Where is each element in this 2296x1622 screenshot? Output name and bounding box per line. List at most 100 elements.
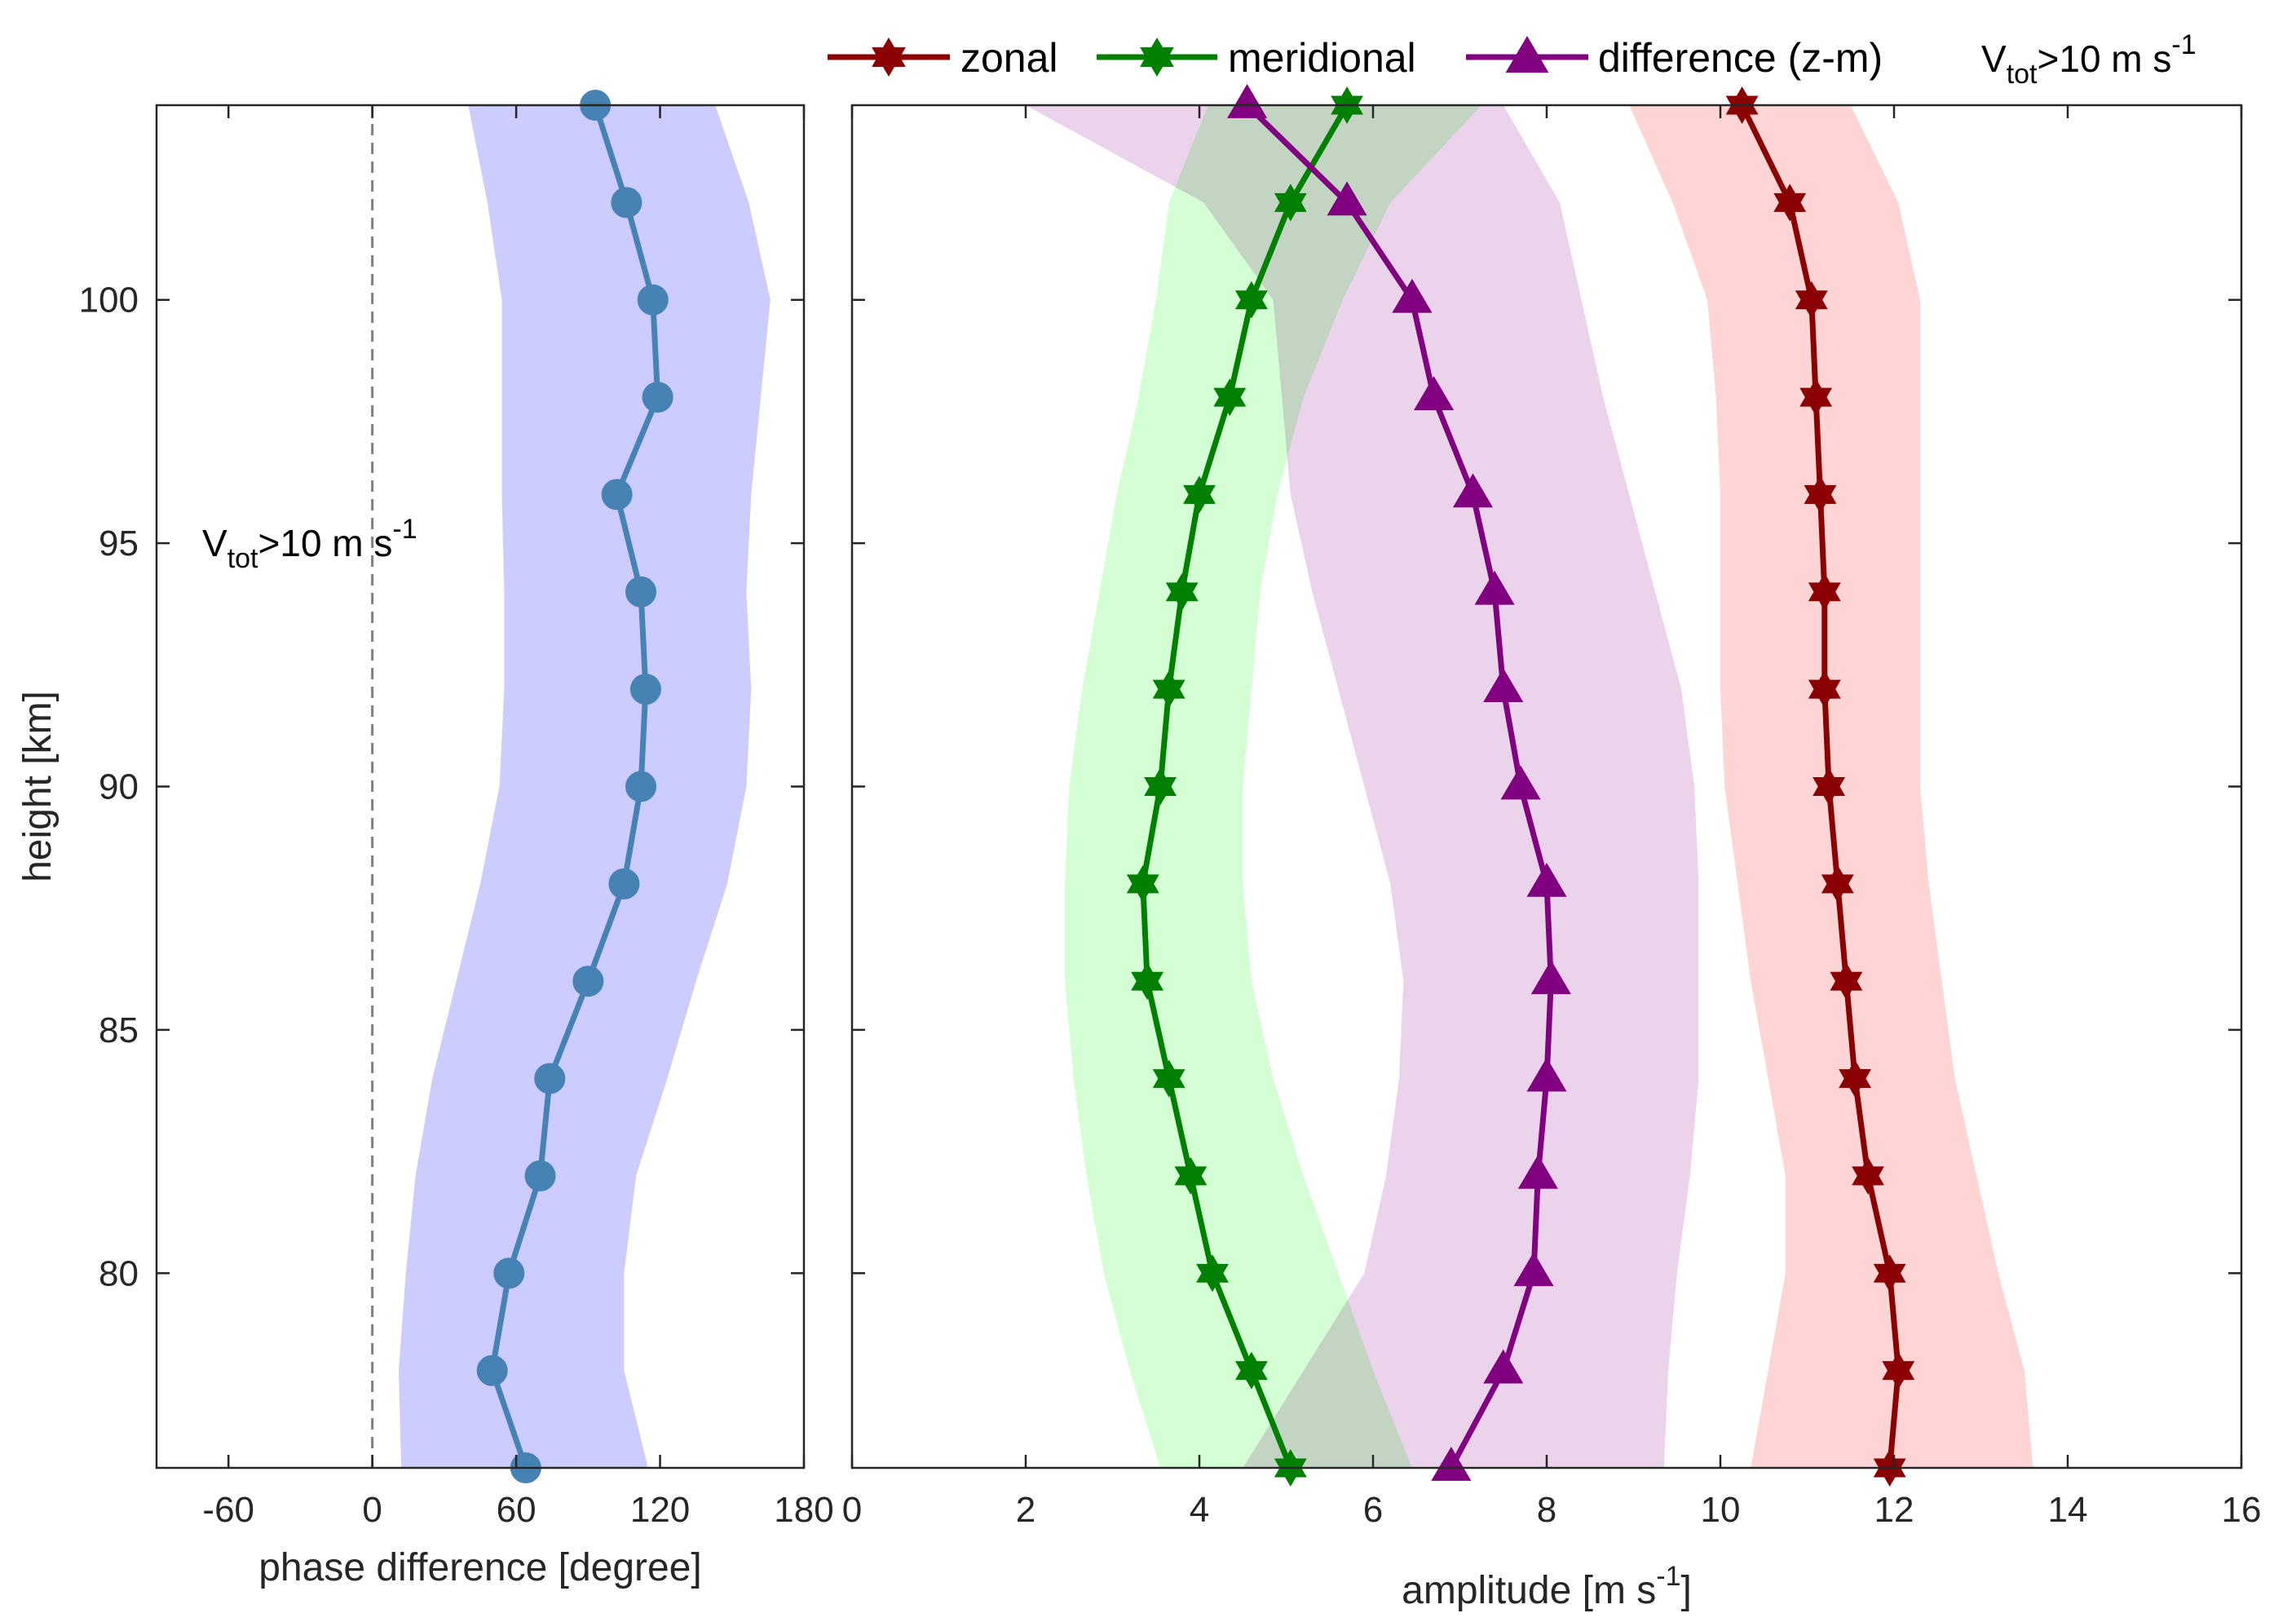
left-x-axis-label: phase difference [degree] <box>258 1546 702 1589</box>
phase-difference-point <box>476 1355 508 1386</box>
phase-difference-point <box>629 674 661 705</box>
point-zonal <box>1795 281 1828 319</box>
point-zonal <box>1808 670 1841 709</box>
point-meridional <box>1196 1254 1229 1293</box>
point-difference <box>1483 668 1524 703</box>
phase-difference-point <box>625 771 657 802</box>
point-zonal <box>1813 767 1846 806</box>
point-difference <box>1483 1349 1524 1384</box>
point-meridional <box>1234 281 1268 319</box>
point-zonal <box>1830 962 1863 1001</box>
x-tick-label: 0 <box>362 1490 382 1530</box>
point-difference <box>1500 765 1541 800</box>
annot-sup: -1 <box>2171 29 2196 60</box>
point-zonal <box>1852 1156 1884 1195</box>
annot-sub: tot <box>227 543 258 574</box>
phase-difference-point <box>534 1063 566 1094</box>
legend-swatch-marker <box>872 38 906 77</box>
x-tick-label: 60 <box>497 1490 536 1530</box>
phase-difference-point <box>572 966 604 997</box>
amplitude-panel: 0 2 4 6 8 10 12 14 16 amplitude [m s-1] <box>842 84 2262 1612</box>
left-annotation-vtot: Vtot>10 m s-1 <box>202 514 417 574</box>
point-zonal <box>1821 864 1854 903</box>
phase-difference-point <box>637 284 669 316</box>
x-tick-label: 120 <box>630 1490 690 1530</box>
left-series-markers <box>476 90 673 1483</box>
x-tick-label: 6 <box>1363 1490 1383 1530</box>
y-tick-label: 95 <box>99 524 139 564</box>
x-tick-label: 14 <box>2048 1490 2088 1530</box>
point-difference <box>1431 1447 1472 1481</box>
phase-difference-point <box>642 382 673 413</box>
point-difference <box>1517 1154 1558 1189</box>
phase-difference-panel: -60 0 60 120 180 80 85 90 95 100 phase difference… <box>16 90 834 1589</box>
point-zonal <box>1773 183 1807 222</box>
point-difference <box>1414 376 1455 410</box>
point-difference <box>1227 84 1268 118</box>
y-tick-label: 90 <box>99 767 139 807</box>
point-zonal <box>1839 1059 1872 1098</box>
y-tick-label: 100 <box>79 281 139 320</box>
legend-swatch-marker <box>1505 36 1549 73</box>
point-difference <box>1526 1057 1567 1092</box>
point-difference <box>1327 181 1367 216</box>
point-meridional <box>1174 1156 1208 1195</box>
left-y-axis-label: height [km] <box>16 691 60 882</box>
point-meridional <box>1274 183 1307 222</box>
point-difference <box>1526 862 1567 897</box>
point-meridional <box>1126 864 1159 903</box>
point-difference <box>1513 1252 1554 1287</box>
x-tick-label: 0 <box>842 1490 862 1530</box>
left-uncertainty-bands <box>399 105 770 1468</box>
point-meridional <box>1144 767 1177 806</box>
phase-difference-point <box>611 187 642 219</box>
legend-label: difference (z-m) <box>1598 35 1883 81</box>
annot-sup: -1 <box>392 514 417 545</box>
xlabel-text: amplitude [m s <box>1402 1569 1656 1612</box>
x-tick-label: 180 <box>774 1490 833 1530</box>
point-zonal <box>1808 572 1841 611</box>
legend: zonal meridional difference (z-m) <box>828 35 1883 81</box>
phase-difference-point <box>493 1257 525 1289</box>
right-axis-ticks: 0 2 4 6 8 10 12 14 16 <box>842 105 2262 1530</box>
x-tick-label: 10 <box>1701 1490 1741 1530</box>
legend-label: meridional <box>1228 35 1416 81</box>
point-difference <box>1392 278 1433 313</box>
annot-sub: tot <box>2007 59 2038 90</box>
phase-difference-point <box>608 868 640 899</box>
band-meridional <box>1064 105 1482 1468</box>
point-zonal <box>1799 378 1833 417</box>
point-difference <box>1474 570 1515 605</box>
point-meridional <box>1131 962 1164 1001</box>
y-tick-label: 85 <box>99 1010 139 1050</box>
x-tick-label: 8 <box>1537 1490 1556 1530</box>
x-tick-label: 4 <box>1190 1490 1209 1530</box>
phase-difference-point <box>601 479 633 510</box>
xlabel-sup: -1 <box>1656 1561 1680 1592</box>
point-meridional <box>1183 475 1216 514</box>
right-series-markers <box>1126 84 1915 1487</box>
annot-text: >10 m s <box>2038 38 2172 80</box>
x-tick-label: 12 <box>1874 1490 1914 1530</box>
y-tick-label: 80 <box>99 1253 139 1293</box>
point-zonal <box>1804 475 1837 514</box>
point-meridional <box>1152 1059 1186 1098</box>
annot-v: V <box>202 522 227 564</box>
legend-entry-difference: difference (z-m) <box>1466 35 1883 81</box>
phase-difference-point <box>524 1160 556 1191</box>
point-meridional <box>1152 670 1186 709</box>
annot-v: V <box>1981 38 2007 80</box>
legend-label: zonal <box>960 35 1058 81</box>
point-difference <box>1452 473 1494 508</box>
annot-text: >10 m s <box>258 522 393 564</box>
point-difference <box>1530 960 1571 995</box>
right-annotation-vtot: Vtot>10 m s-1 <box>1981 29 2197 90</box>
legend-entry-meridional: meridional <box>1097 35 1416 81</box>
band-difference <box>1026 105 1699 1468</box>
x-tick-label: 16 <box>2222 1490 2262 1530</box>
right-x-axis-label: amplitude [m s-1] <box>1402 1561 1692 1612</box>
x-tick-label: 2 <box>1016 1490 1035 1530</box>
point-meridional <box>1165 572 1199 611</box>
x-tick-label: -60 <box>202 1490 254 1530</box>
